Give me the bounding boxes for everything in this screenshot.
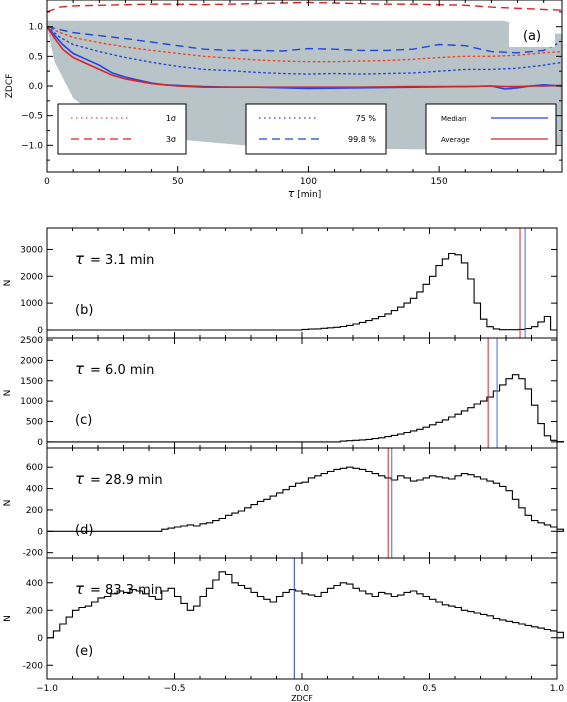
legend-label-1-0: 75 %	[356, 114, 377, 123]
x-axis-label: τ [min]	[288, 187, 321, 200]
panel-label-e: (e)	[75, 644, 93, 659]
y-tick-label-e-3: 400	[26, 579, 43, 589]
panel-label-box	[509, 23, 555, 47]
y-axis-label-e: N	[3, 615, 13, 622]
y-axis-label-b: N	[3, 280, 13, 287]
y-tick-label-c-5: 2500	[20, 336, 43, 346]
legend-box-0	[57, 103, 187, 155]
y-axis-label-d: N	[3, 500, 13, 507]
histogram-steps-d	[47, 466, 564, 532]
y-axis-label-c: N	[3, 390, 13, 397]
y-tick-label-b-1: 1000	[20, 299, 43, 309]
panel-d-histogram: -200 0 200 400 600 Nτ = 28.9 min (d)	[3, 447, 564, 559]
y-tick-label-e-0: -200	[23, 661, 44, 671]
legend-label-1-1: 99.8 %	[348, 135, 376, 144]
legend-box-2	[425, 103, 557, 155]
y-tick-label-d-4: 600	[26, 463, 43, 473]
panel-label-c: (c)	[75, 413, 92, 428]
y-tick-label-b-2: 2000	[20, 272, 43, 282]
y-tick-label-c-3: 1500	[20, 377, 43, 387]
series-line-0	[47, 1, 562, 13]
y-tick-label-b-0: 0	[37, 326, 43, 336]
panel-label: (a)	[523, 29, 541, 44]
tau-annotation-e: τ = 83.3 min	[75, 580, 163, 598]
histogram-steps-e	[47, 571, 564, 639]
bottom-x-tick-label-2: 0.0	[295, 684, 310, 694]
bottom-x-tick-label-4: 1.0	[550, 684, 565, 694]
legend-label-0-1: 3σ	[166, 135, 176, 144]
y-tick-label-b-3: 3000	[20, 245, 43, 255]
legend-label-2-0: Median	[441, 115, 466, 123]
panel-e-histogram: -200 0 200 400 Nτ = 83.3 min (e)	[3, 557, 564, 680]
frame-e	[46, 557, 558, 680]
y-tick-label-e-2: 200	[26, 606, 43, 616]
panel-c-histogram: 0 500 1000 1500 2000 2500 Nτ = 6.0 min (c)	[3, 336, 564, 449]
y-tick-label-2: 0.0	[29, 82, 44, 92]
y-axis-label: ZDCF	[5, 74, 15, 99]
x-tick-label-1: 50	[172, 177, 184, 187]
frame-b	[46, 227, 558, 339]
y-tick-label-c-4: 2000	[20, 356, 43, 366]
tau-annotation-d: τ = 28.9 min	[75, 470, 163, 488]
bottom-x-axis-label: ZDCF	[291, 694, 313, 702]
tau-annotation-c: τ = 6.0 min	[75, 360, 154, 378]
y-tick-label-4: 1.0	[29, 23, 44, 33]
legend-label-2-1: Average	[441, 136, 470, 144]
y-tick-label-3: 0.5	[29, 52, 43, 62]
frame-d	[46, 447, 558, 559]
legend-label-0-0: 1σ	[166, 114, 176, 123]
tau-annotation-b: τ = 3.1 min	[75, 250, 154, 268]
x-tick-label-3: 150	[431, 177, 448, 187]
panel-label-d: (d)	[75, 523, 93, 538]
panel-b-histogram: 0 1000 2000 3000 Nτ = 3.1 min (b)	[3, 227, 558, 339]
legend-box-1	[245, 103, 387, 155]
histogram-steps-b	[47, 252, 557, 331]
series-line-1	[47, 26, 562, 63]
y-tick-label-c-0: 0	[37, 438, 43, 448]
series-line-2	[47, 26, 562, 54]
y-tick-label-c-2: 1000	[20, 397, 43, 407]
y-tick-label-c-1: 500	[26, 418, 43, 428]
frame-c	[46, 337, 558, 449]
series-line-3	[47, 26, 562, 75]
bottom-x-tick-label-0: −1.0	[36, 684, 58, 694]
x-tick-label-0: 0	[44, 177, 50, 187]
y-tick-label-d-0: -200	[23, 549, 44, 559]
y-tick-label-d-3: 400	[26, 485, 43, 495]
y-tick-label-e-1: 0	[37, 634, 43, 644]
panel-a-zdcf-vs-tau: 0 50 100 150 −1.0 −0.5 0.0 0.5 1.0 ZDCF τ [min] (a)…	[5, 0, 563, 200]
bottom-x-tick-label-1: −0.5	[164, 684, 186, 694]
y-tick-label-d-2: 200	[26, 506, 43, 516]
histogram-steps-c	[47, 374, 564, 443]
series-line-5	[47, 26, 562, 88]
panel-label-b: (b)	[75, 303, 93, 318]
bottom-x-tick-label-3: 0.5	[422, 684, 436, 694]
y-tick-label-0: −1.0	[21, 141, 43, 151]
x-tick-label-2: 100	[300, 177, 317, 187]
y-tick-label-1: −0.5	[21, 112, 43, 122]
y-tick-label-d-1: 0	[37, 527, 43, 537]
